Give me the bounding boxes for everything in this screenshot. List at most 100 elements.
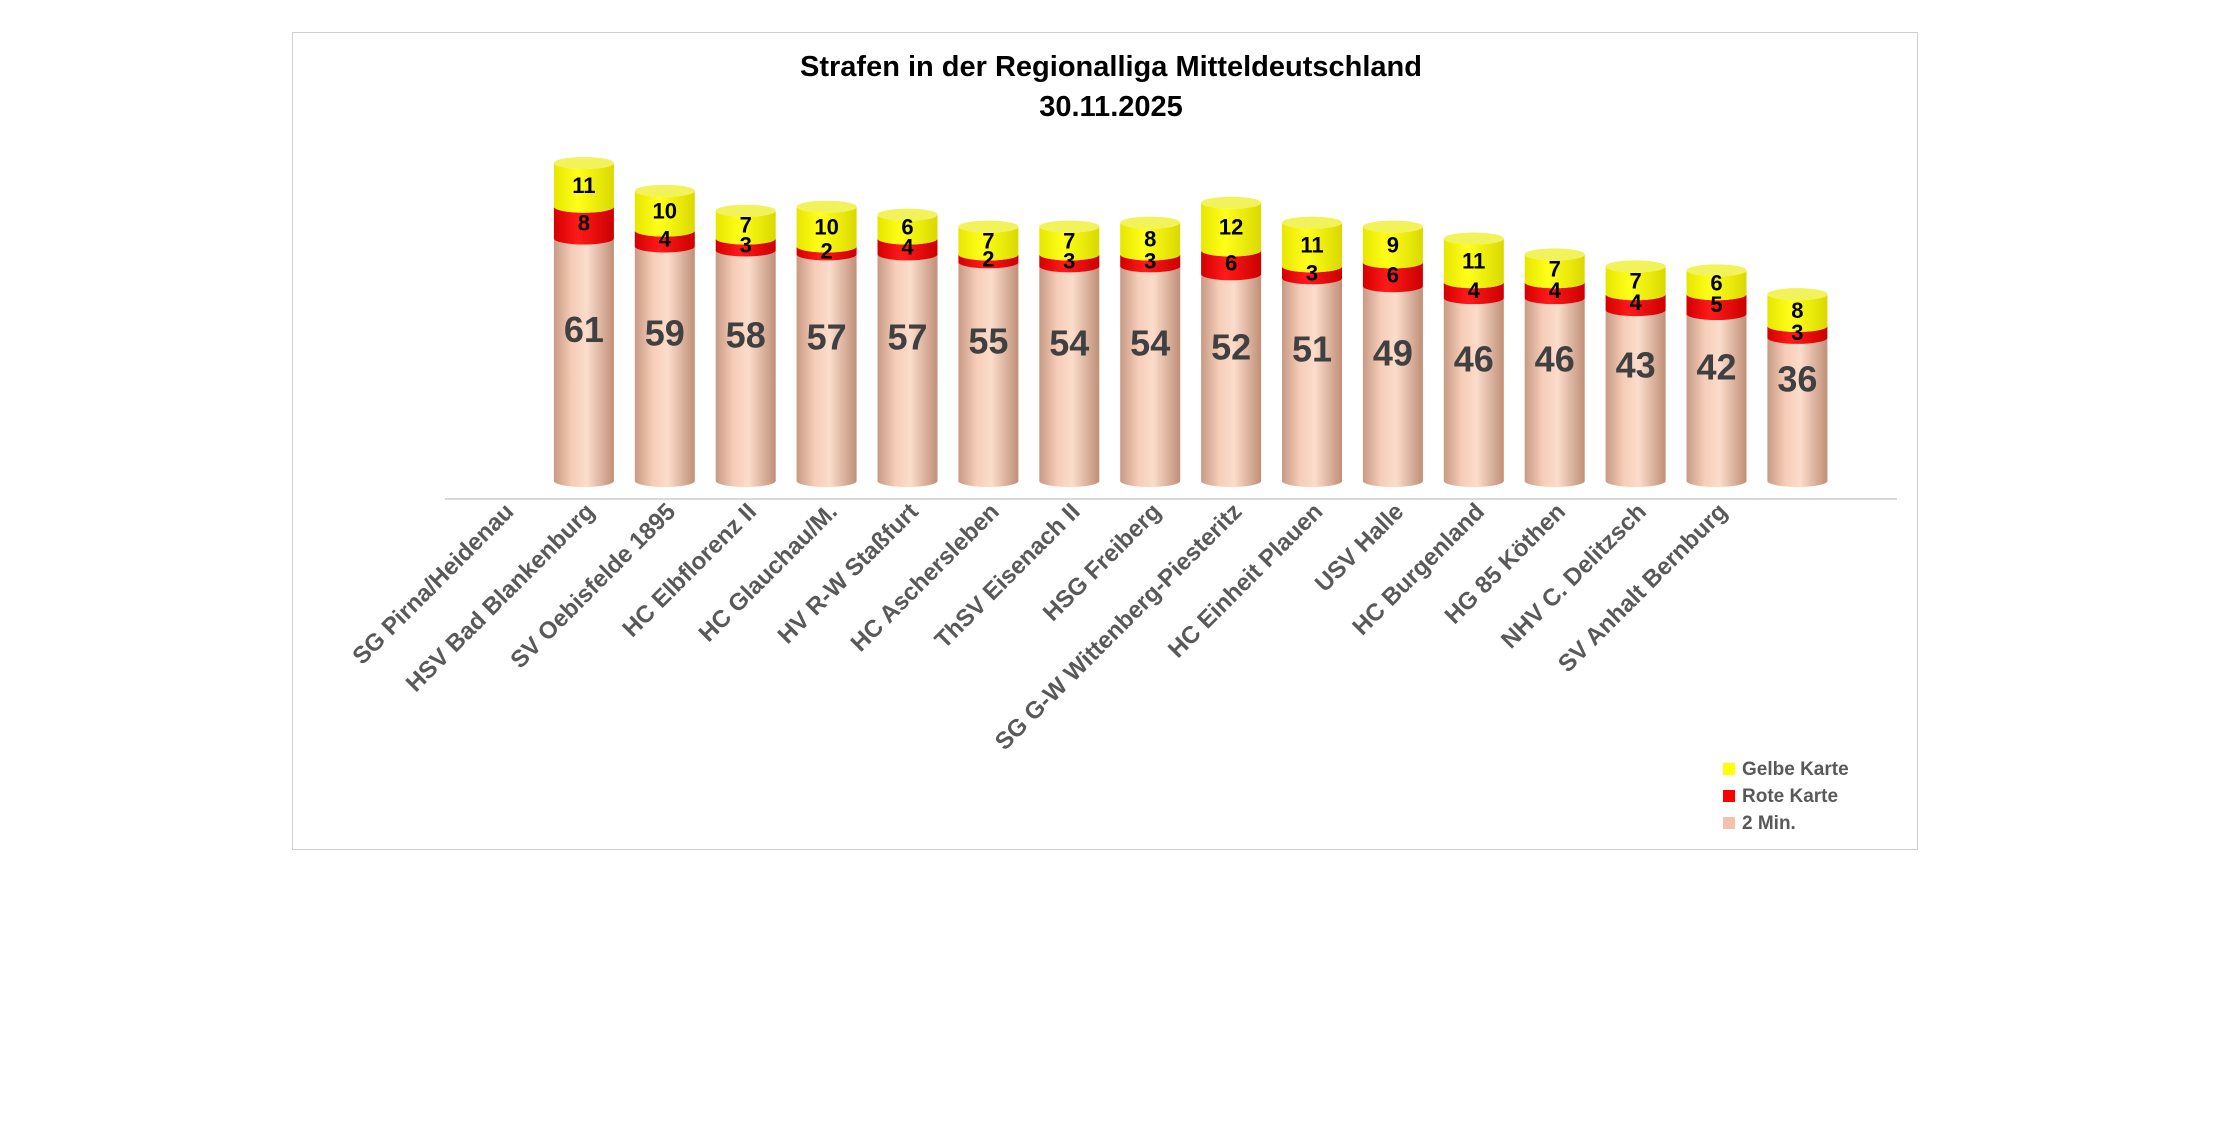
- bar-2min-thsv-eisenach-ii: [1120, 266, 1181, 488]
- bar-rote-karte-hc-burgenland: [1524, 282, 1585, 305]
- legend-swatch-gelbe-karte: [1723, 763, 1735, 775]
- bar-gelbe-karte-hc-burgenland: [1524, 254, 1585, 289]
- bar-2min-usv-halle: [1443, 298, 1504, 488]
- chart-title: Strafen in der Regionalliga Mitteldeutsc…: [800, 51, 1422, 83]
- bar-rote-karte-nhv-c-delitzsch: [1686, 294, 1747, 321]
- data-label-2min-hg-85-köthen: 43: [1616, 345, 1656, 386]
- x-tick-label-hc-glauchau-m: HC Glauchau/M.: [694, 498, 843, 647]
- data-label-rote-karte-sg-pirna-heidenau: 8: [578, 211, 590, 236]
- bar-rote-karte-hc-elbflorenz-ii: [796, 246, 857, 261]
- bar-rote-karte-sg-g-w-wittenberg-piesteritz: [1282, 266, 1342, 285]
- bar-2min-sg-g-w-wittenberg-piesteritz: [1282, 278, 1342, 487]
- bar-gelbe-karte-nhv-c-delitzsch: [1686, 270, 1747, 301]
- chart-subtitle: 30.11.2025: [1039, 91, 1183, 123]
- x-tick-label-hc-einheit-plauen: HC Einheit Plauen: [1163, 498, 1328, 663]
- x-tick-label-hv-r-w-staßfurt: HV R-W Staßfurt: [773, 498, 924, 649]
- legend-label-rote-karte: Rote Karte: [1742, 786, 1838, 807]
- bar-gelbe-karte-hv-r-w-staßfurt: [958, 226, 1019, 261]
- x-tick-label-hc-aschersleben: HC Aschersleben: [846, 498, 1005, 657]
- bar-top-cap-sg-g-w-wittenberg-piesteritz: [1282, 216, 1342, 229]
- bar-2min-hc-glauchau-m: [877, 254, 938, 488]
- bar-top-cap-sv-anhalt-bernburg: [1767, 288, 1828, 301]
- bars-group: 6181159410583757210574655275437543852612…: [553, 157, 1828, 488]
- bar-rote-karte-hsg-freiberg: [1201, 250, 1262, 281]
- bar-2min-hsg-freiberg: [1201, 274, 1262, 488]
- chart-frame: Strafen in der Regionalliga Mitteldeutsc…: [292, 32, 1918, 850]
- data-label-rote-karte-usv-halle: 4: [1468, 278, 1481, 303]
- data-label-rote-karte-hsv-bad-blankenburg: 4: [659, 227, 672, 252]
- data-label-2min-sv-anhalt-bernburg: 36: [1777, 358, 1817, 399]
- data-label-gelbe-karte-sv-oebisfelde-1895: 7: [740, 213, 752, 238]
- bar-top-cap-thsv-eisenach-ii: [1120, 216, 1181, 229]
- bar-gelbe-karte-hc-einheit-plauen: [1362, 226, 1423, 269]
- bar-2min-sg-pirna-heidenau: [553, 238, 614, 488]
- x-tick-label-sg-pirna-heidenau: SG Pirna/Heidenau: [347, 498, 519, 670]
- bar-rote-karte-sv-oebisfelde-1895: [715, 238, 776, 257]
- bar-top-cap-hc-einheit-plauen: [1362, 220, 1423, 233]
- bar-2min-nhv-c-delitzsch: [1686, 314, 1747, 488]
- data-label-2min-hc-einheit-plauen: 49: [1373, 333, 1413, 374]
- bar-2min-hc-burgenland: [1524, 298, 1585, 488]
- data-label-rote-karte-hv-r-w-staßfurt: 2: [982, 246, 994, 271]
- data-label-rote-karte-sv-anhalt-bernburg: 3: [1791, 320, 1803, 345]
- data-label-2min-hc-burgenland: 46: [1535, 339, 1575, 380]
- bar-gelbe-karte-sg-pirna-heidenau: [553, 163, 614, 213]
- stacked-bar-chart: Strafen in der Regionalliga Mitteldeutsc…: [347, 51, 1897, 834]
- bar-rote-karte-hg-85-köthen: [1605, 294, 1666, 317]
- data-label-rote-karte-hc-aschersleben: 3: [1063, 248, 1075, 273]
- data-label-gelbe-karte-hsg-freiberg: 12: [1219, 215, 1243, 240]
- bar-top-cap-sv-oebisfelde-1895: [715, 204, 776, 217]
- data-label-gelbe-karte-hv-r-w-staßfurt: 7: [982, 229, 994, 254]
- x-tick-label-nhv-c-delitzsch: NHV C. Delitzsch: [1496, 498, 1652, 654]
- data-label-gelbe-karte-sg-pirna-heidenau: 11: [572, 173, 595, 198]
- data-label-2min-sg-pirna-heidenau: 61: [564, 309, 604, 350]
- data-label-gelbe-karte-hg-85-köthen: 7: [1629, 268, 1641, 293]
- legend: Gelbe Karte Rote Karte 2 Min.: [1723, 759, 1849, 834]
- bar-top-cap-hc-burgenland: [1524, 248, 1585, 261]
- data-label-rote-karte-hc-elbflorenz-ii: 2: [820, 238, 832, 263]
- data-label-gelbe-karte-thsv-eisenach-ii: 8: [1144, 227, 1156, 252]
- bar-top-cap-hc-elbflorenz-ii: [796, 200, 857, 213]
- bar-top-cap-hsv-bad-blankenburg: [634, 184, 695, 197]
- data-label-gelbe-karte-nhv-c-delitzsch: 6: [1710, 270, 1722, 295]
- data-label-gelbe-karte-hc-burgenland: 7: [1549, 256, 1561, 281]
- bar-2min-sv-anhalt-bernburg: [1767, 337, 1828, 488]
- bar-rote-karte-hc-einheit-plauen: [1362, 262, 1423, 293]
- bar-top-cap-hv-r-w-staßfurt: [958, 220, 1019, 233]
- bar-gelbe-karte-thsv-eisenach-ii: [1120, 222, 1181, 261]
- bar-gelbe-karte-sv-anhalt-bernburg: [1767, 294, 1828, 332]
- data-label-2min-usv-halle: 46: [1454, 339, 1494, 380]
- bar-gelbe-karte-hsv-bad-blankenburg: [634, 190, 695, 237]
- data-label-gelbe-karte-hc-glauchau-m: 6: [901, 215, 913, 240]
- bar-gelbe-karte-hg-85-köthen: [1605, 266, 1666, 301]
- bar-2min-hg-85-köthen: [1605, 310, 1666, 488]
- data-label-gelbe-karte-usv-halle: 11: [1462, 248, 1485, 273]
- data-label-2min-hv-r-w-staßfurt: 55: [968, 321, 1008, 362]
- bar-rote-karte-hc-aschersleben: [1039, 254, 1100, 273]
- bar-top-cap-hc-aschersleben: [1039, 220, 1100, 233]
- data-label-2min-hsg-freiberg: 52: [1211, 327, 1251, 368]
- data-label-2min-hc-aschersleben: 54: [1049, 323, 1089, 364]
- legend-label-2-min: 2 Min.: [1742, 813, 1796, 834]
- data-label-rote-karte-hc-einheit-plauen: 6: [1387, 262, 1399, 287]
- data-label-rote-karte-sv-oebisfelde-1895: 3: [740, 232, 752, 257]
- data-label-rote-karte-sg-g-w-wittenberg-piesteritz: 3: [1306, 260, 1318, 285]
- bar-gelbe-karte-hc-aschersleben: [1039, 226, 1100, 261]
- data-label-gelbe-karte-sv-anhalt-bernburg: 8: [1791, 298, 1803, 323]
- bar-gelbe-karte-hc-glauchau-m: [877, 214, 938, 245]
- data-label-2min-sg-g-w-wittenberg-piesteritz: 51: [1292, 329, 1332, 370]
- data-label-2min-sv-oebisfelde-1895: 58: [726, 315, 766, 356]
- x-tick-label-thsv-eisenach-ii: ThSV Eisenach II: [930, 498, 1086, 654]
- bar-gelbe-karte-sg-g-w-wittenberg-piesteritz: [1282, 222, 1342, 273]
- data-label-gelbe-karte-hc-aschersleben: 7: [1063, 229, 1075, 254]
- data-label-gelbe-karte-hc-elbflorenz-ii: 10: [814, 215, 838, 240]
- legend-label-gelbe-karte: Gelbe Karte: [1742, 759, 1849, 780]
- legend-swatch-2-min: [1723, 817, 1735, 829]
- bar-rote-karte-thsv-eisenach-ii: [1120, 254, 1181, 273]
- bar-gelbe-karte-usv-halle: [1443, 238, 1504, 289]
- data-label-rote-karte-thsv-eisenach-ii: 3: [1144, 248, 1156, 273]
- bar-2min-hc-aschersleben: [1039, 266, 1100, 488]
- bar-top-cap-nhv-c-delitzsch: [1686, 264, 1747, 277]
- data-label-2min-hc-glauchau-m: 57: [887, 317, 927, 358]
